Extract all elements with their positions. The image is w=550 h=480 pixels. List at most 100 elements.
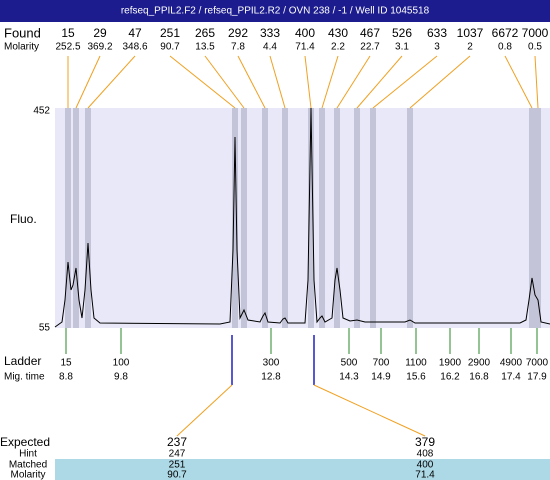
found-size: 333 [260, 26, 280, 40]
peak-band [407, 108, 413, 328]
peak-band [232, 108, 238, 328]
expected-connector [313, 384, 426, 437]
found-molarity: 2 [467, 42, 473, 53]
peak-connector [237, 55, 266, 109]
found-size: 633 [427, 26, 447, 40]
mig-time: 12.8 [261, 372, 281, 383]
peak-connector [204, 55, 245, 109]
expected-row-label: Matched [9, 460, 47, 471]
peak-band [535, 108, 541, 328]
peak-connector [534, 55, 539, 109]
mig-time: 17.4 [501, 372, 521, 383]
found-molarity: 71.4 [295, 42, 315, 53]
found-molarity: 348.6 [122, 42, 147, 53]
expected-value: 71.4 [415, 470, 435, 480]
peak-band [282, 108, 288, 328]
peak-band [334, 108, 340, 328]
found-molarity: 7.8 [231, 42, 245, 53]
mig-time: 14.9 [371, 372, 391, 383]
peak-band [73, 108, 79, 328]
found-size: 292 [228, 26, 248, 40]
expected-value: 408 [417, 449, 434, 460]
found-size: 47 [128, 26, 142, 40]
plot-area [55, 108, 550, 328]
ladder-label: Ladder [4, 354, 41, 368]
trace [54, 107, 550, 328]
found-size: 251 [160, 26, 180, 40]
peak-band [85, 108, 91, 328]
found-molarity: 0.8 [498, 42, 512, 53]
peak-band [308, 108, 314, 328]
mig-time: 8.8 [59, 372, 73, 383]
molarity-label: Molarity [4, 42, 39, 53]
title-bar [0, 0, 550, 22]
found-molarity: 13.5 [195, 42, 215, 53]
found-molarity: 3.1 [395, 42, 409, 53]
expected-row-label: Hint [19, 449, 37, 460]
found-molarity: 252.5 [55, 42, 80, 53]
found-size: 6672 [492, 26, 519, 40]
expected-connector [176, 384, 233, 437]
expected-row-label: Molarity [10, 470, 45, 480]
mig-time: 17.9 [527, 372, 547, 383]
peak-band [370, 108, 376, 328]
y-top-label: 452 [33, 106, 50, 117]
found-molarity: 4.4 [263, 42, 277, 53]
peak-connector [269, 55, 286, 109]
peak-connector [336, 55, 371, 109]
peak-connector [372, 55, 438, 109]
expected-row-label: Expected [0, 435, 50, 449]
peak-connector [504, 55, 533, 109]
found-size: 15 [61, 26, 75, 40]
ladder-size: 1900 [439, 358, 462, 369]
peak-band [354, 108, 360, 328]
mig-time: 16.2 [440, 372, 460, 383]
found-size: 400 [295, 26, 315, 40]
found-molarity: 369.2 [87, 42, 112, 53]
found-molarity: 2.2 [331, 42, 345, 53]
peak-connector [169, 55, 236, 109]
ladder-size: 500 [341, 358, 358, 369]
peak-connector [87, 55, 136, 109]
ladder-size: 4900 [500, 358, 523, 369]
ladder-size: 2900 [468, 358, 491, 369]
found-molarity: 3 [434, 42, 440, 53]
peak-band [529, 108, 535, 328]
matched-highlight [55, 459, 550, 480]
peak-connector [409, 55, 471, 109]
found-label: Found [4, 25, 41, 40]
peak-connector [356, 55, 403, 109]
mig-time-label: Mig. time [4, 372, 45, 383]
found-size: 467 [360, 26, 380, 40]
found-size: 430 [328, 26, 348, 40]
ladder-size: 1100 [405, 358, 427, 369]
title: refseq_PPIL2.F2 / refseq_PPIL2.R2 / OVN … [121, 6, 430, 17]
found-size: 7000 [522, 26, 549, 40]
mig-time: 14.3 [339, 372, 359, 383]
peak-bands [65, 108, 541, 328]
found-size: 526 [392, 26, 412, 40]
peak-band [241, 108, 247, 328]
mig-time: 15.6 [406, 372, 426, 383]
ladder-size: 700 [373, 358, 390, 369]
found-size: 265 [195, 26, 215, 40]
expected-value: 247 [169, 449, 186, 460]
found-molarity: 0.5 [528, 42, 542, 53]
peak-connector [304, 55, 312, 109]
expected-value: 237 [167, 435, 187, 449]
y-axis-label: Fluo. [10, 212, 37, 226]
mig-time: 16.8 [469, 372, 489, 383]
ladder-size: 100 [113, 358, 130, 369]
mig-time: 9.8 [114, 372, 128, 383]
peak-band [65, 108, 71, 328]
peak-connector [321, 55, 339, 109]
y-bottom-label: 55 [39, 323, 51, 334]
expected-value: 90.7 [167, 470, 187, 480]
ladder-size: 15 [60, 358, 72, 369]
expected-value: 400 [417, 460, 434, 471]
peak-band [262, 108, 268, 328]
expected-value: 251 [169, 460, 186, 471]
peak-band [319, 108, 325, 328]
ladder-size: 7000 [526, 358, 549, 369]
